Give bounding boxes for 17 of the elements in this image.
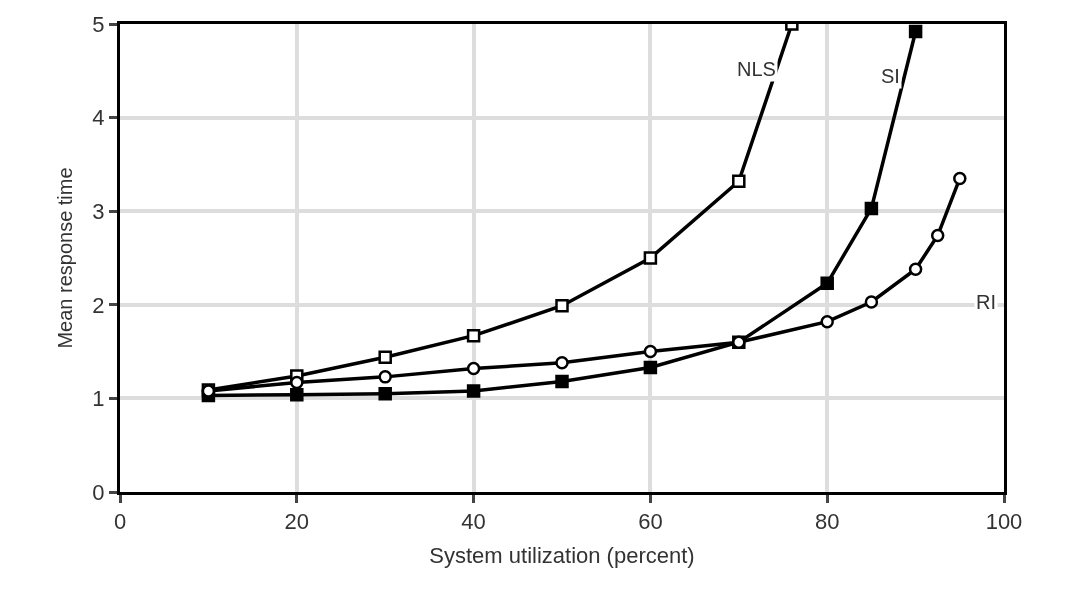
y-tick-label: 5 [92, 11, 105, 37]
y-tick-label: 2 [92, 292, 105, 318]
x-tick-label: 0 [113, 509, 127, 535]
x-tick-label: 80 [814, 509, 840, 535]
x-tick-label: 40 [461, 509, 486, 535]
y-axis-title: Mean response time [53, 167, 76, 349]
x-tick-label: 20 [284, 509, 310, 535]
x-tick-label: 100 [985, 509, 1023, 535]
y-tick-label: 1 [92, 386, 105, 412]
x-axis-title: System utilization (percent) [429, 543, 695, 569]
y-tick-label: 4 [92, 105, 105, 131]
y-tick-label: 0 [92, 479, 105, 505]
y-tick-label: 3 [92, 198, 105, 224]
x-tick-label: 60 [638, 509, 663, 535]
series-label: SI [881, 65, 900, 87]
text: RI [976, 291, 996, 313]
series-label: NLS [737, 58, 776, 80]
